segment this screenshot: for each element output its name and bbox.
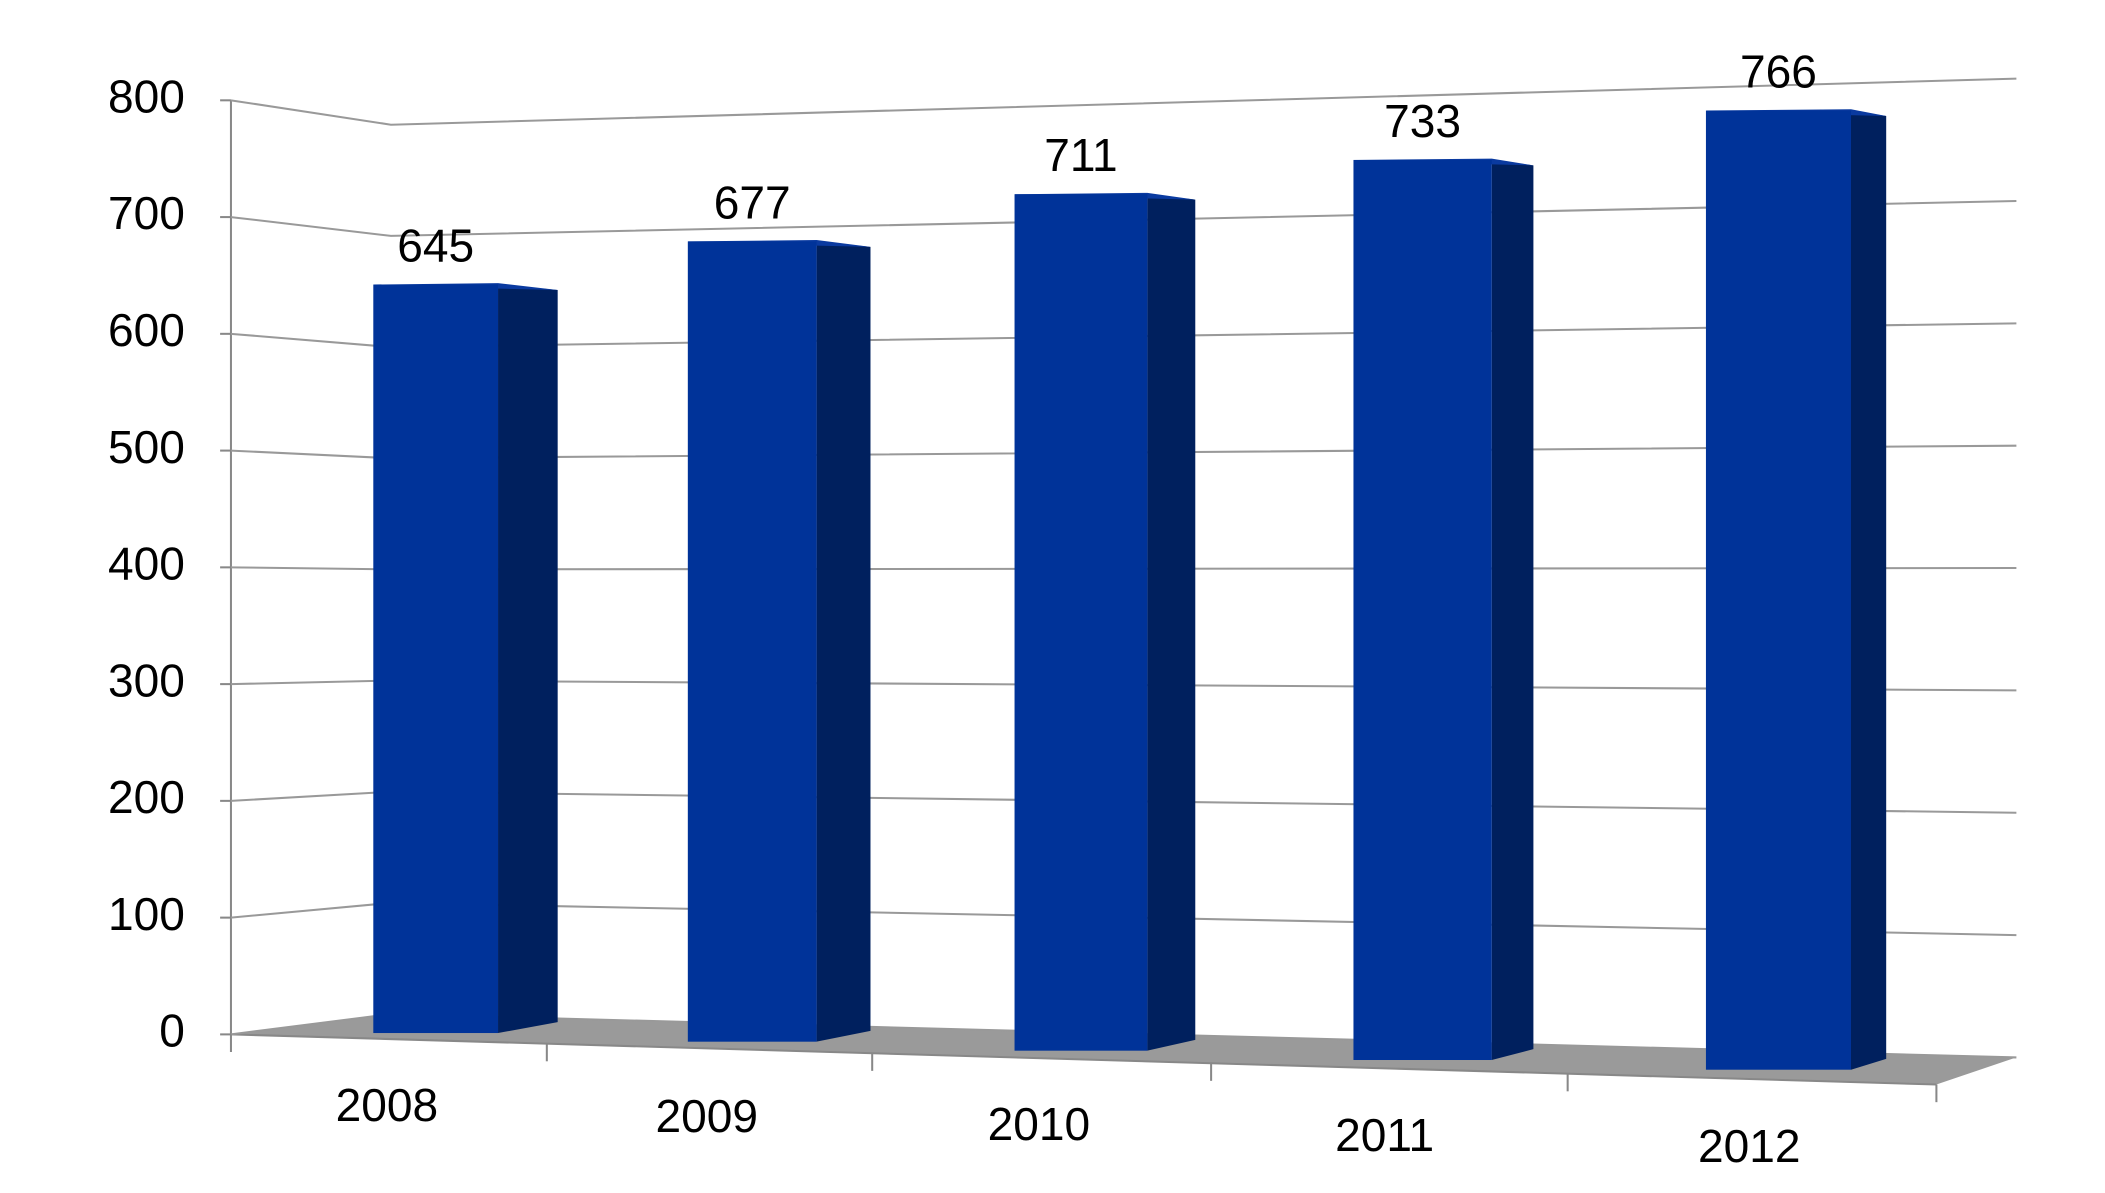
y-tick-label: 100 [108, 888, 185, 940]
y-tick-label: 300 [108, 654, 185, 706]
x-tick-label: 2012 [1698, 1120, 1801, 1172]
bar [687, 241, 817, 1042]
bar-side [498, 284, 558, 1034]
y-tick-label: 600 [108, 304, 185, 356]
bar [373, 284, 499, 1034]
value-label: 766 [1740, 45, 1817, 97]
x-tick-label: 2011 [1335, 1109, 1434, 1161]
grid-line [230, 77, 2017, 126]
x-tick-label: 2008 [336, 1079, 439, 1131]
value-label: 733 [1384, 95, 1461, 147]
bar [1705, 110, 1851, 1070]
x-tick-label: 2010 [988, 1098, 1091, 1150]
bar [1353, 159, 1492, 1061]
y-tick-label: 500 [108, 421, 185, 473]
bar-side [1850, 110, 1887, 1070]
bar [1014, 194, 1148, 1051]
y-tick-label: 0 [159, 1005, 185, 1057]
bar-side [1147, 194, 1196, 1051]
y-tick-label: 700 [108, 187, 185, 239]
y-tick-label: 800 [108, 70, 185, 122]
value-label: 645 [397, 219, 474, 271]
value-label: 711 [1044, 129, 1117, 181]
bar-side [816, 241, 871, 1042]
x-tick-label: 2009 [656, 1090, 759, 1142]
x-axis [230, 1033, 1937, 1086]
value-label: 677 [714, 176, 791, 228]
y-tick-label: 400 [108, 538, 185, 590]
y-tick-label: 200 [108, 771, 185, 823]
bar-side [1491, 159, 1534, 1061]
